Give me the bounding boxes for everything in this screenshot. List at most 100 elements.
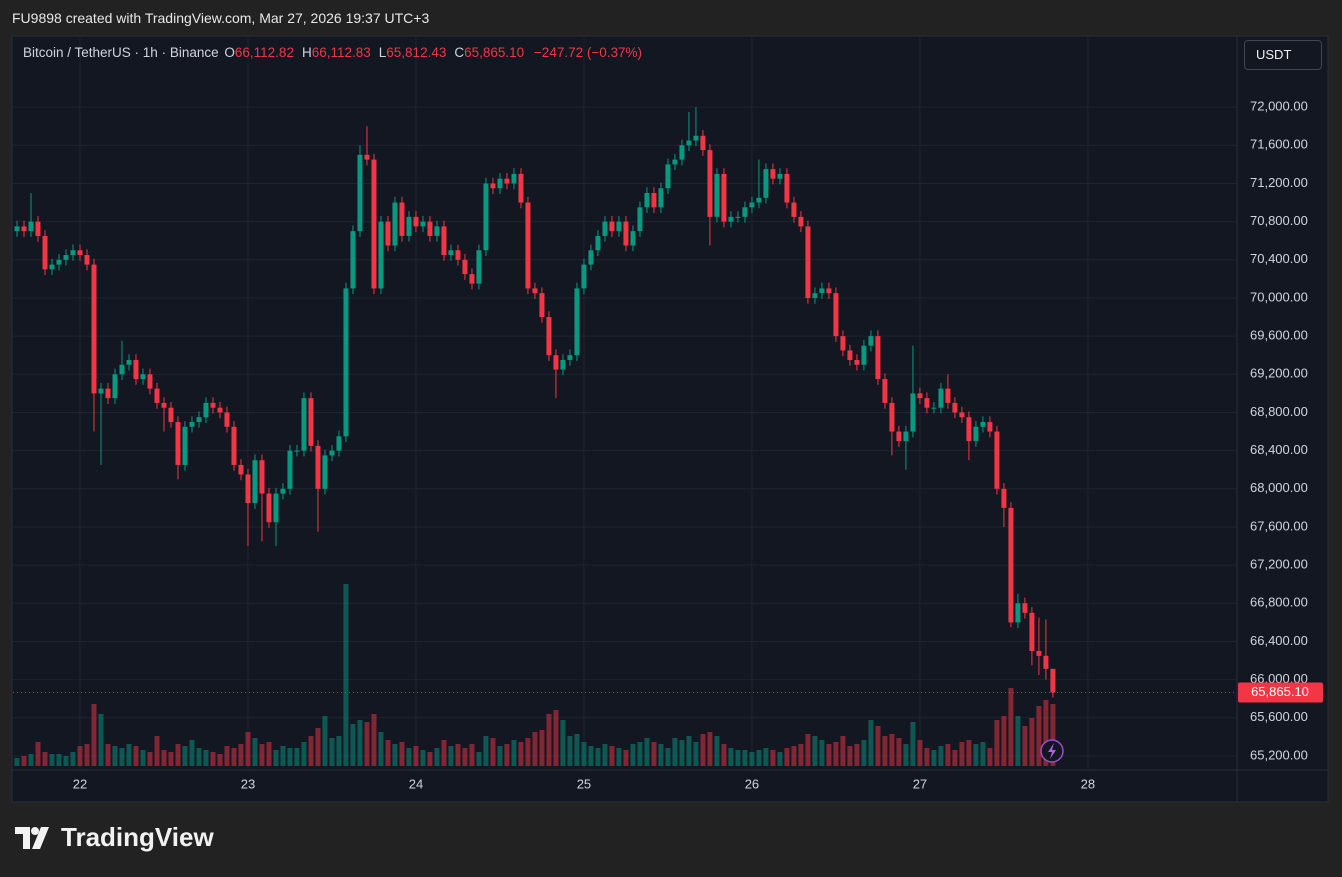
- volume-bar: [784, 748, 790, 766]
- volume-bar: [1036, 706, 1042, 766]
- candle-body: [805, 226, 811, 298]
- candle-body: [112, 374, 118, 399]
- candle-body: [301, 398, 307, 451]
- volume-bar: [672, 738, 678, 766]
- volume-bar: [161, 750, 167, 766]
- candle-body: [665, 164, 671, 189]
- volume-bar: [651, 742, 657, 766]
- candle-body: [56, 259, 62, 265]
- candle-body: [441, 226, 447, 256]
- volume-bar: [700, 734, 706, 766]
- ohlc-key: H: [301, 45, 312, 60]
- volume-bar: [56, 754, 62, 766]
- volume-bar: [770, 750, 776, 766]
- candle-body: [385, 221, 391, 246]
- volume-bar: [322, 716, 328, 766]
- volume-bar: [364, 722, 370, 766]
- volume-bar: [637, 742, 643, 766]
- x-tick-label: 22: [73, 776, 87, 791]
- candle-body: [161, 402, 167, 408]
- candle-body: [651, 193, 657, 208]
- x-tick-label: 23: [241, 776, 255, 791]
- ohlc-value: 65,865.10: [464, 45, 525, 60]
- volume-bar: [763, 748, 769, 766]
- volume-bar: [1043, 700, 1049, 766]
- y-tick-label: 66,000.00: [1250, 671, 1308, 686]
- candle-body: [238, 464, 244, 475]
- candle-body: [959, 412, 965, 418]
- volume-bar: [714, 736, 720, 766]
- y-tick-label: 70,800.00: [1250, 213, 1308, 228]
- candle-body: [770, 169, 776, 179]
- candle-body: [1015, 603, 1021, 623]
- ohlc-value: 65,812.43: [386, 45, 447, 60]
- currency-button[interactable]: USDT: [1244, 40, 1322, 70]
- volume-bar: [861, 740, 867, 766]
- candle-body: [14, 226, 20, 232]
- candle-body: [455, 250, 461, 260]
- x-tick-label: 25: [577, 776, 591, 791]
- candle-body: [245, 474, 251, 504]
- candle-body: [994, 431, 1000, 489]
- candle-body: [973, 426, 979, 442]
- volume-bar: [504, 744, 510, 766]
- volume-bar: [679, 740, 685, 766]
- candle-body: [672, 159, 678, 165]
- volume-bar: [448, 746, 454, 766]
- volume-bar: [924, 748, 930, 766]
- volume-bar: [203, 750, 209, 766]
- y-tick-label: 68,000.00: [1250, 480, 1308, 495]
- symbol-legend: Bitcoin / TetherUS · 1h · Binance O66,11…: [23, 45, 648, 60]
- volume-bar: [595, 748, 601, 766]
- candle-body: [252, 460, 258, 504]
- alert-icon[interactable]: [1040, 739, 1064, 763]
- volume-bar: [840, 736, 846, 766]
- ohlc-value: 66,112.83: [311, 45, 371, 60]
- candle-body: [861, 345, 867, 365]
- candle-body: [875, 336, 881, 380]
- candle-body: [637, 207, 643, 232]
- y-tick-label: 65,200.00: [1250, 747, 1308, 762]
- candle-body: [420, 221, 426, 227]
- candle-body: [826, 288, 832, 294]
- volume-bar: [392, 744, 398, 766]
- candle-body: [63, 255, 69, 260]
- candle-body: [175, 422, 181, 465]
- candle-body: [147, 374, 153, 389]
- candle-body: [623, 221, 629, 246]
- candle-body: [854, 359, 860, 365]
- candle-body: [553, 355, 559, 370]
- candle-body: [315, 445, 321, 489]
- volume-bar: [623, 750, 629, 766]
- logo-text: TradingView: [61, 822, 214, 852]
- candle-body: [462, 259, 468, 275]
- volume-bar: [742, 750, 748, 766]
- y-tick-label: 71,600.00: [1250, 137, 1308, 152]
- volume-bar: [889, 734, 895, 766]
- volume-bar: [476, 752, 482, 766]
- candle-body: [595, 235, 601, 251]
- candle-body: [105, 388, 111, 399]
- volume-bar: [721, 744, 727, 766]
- candle-body: [917, 393, 923, 399]
- volume-bar: [854, 744, 860, 766]
- symbol-title[interactable]: Bitcoin / TetherUS · 1h · Binance: [23, 45, 219, 60]
- volume-bar: [427, 752, 433, 766]
- volume-bar: [791, 746, 797, 766]
- candle-body: [700, 135, 706, 151]
- volume-bar: [539, 730, 545, 766]
- y-tick-label: 65,600.00: [1250, 709, 1308, 724]
- volume-bar: [567, 736, 573, 766]
- candle-body: [1001, 488, 1007, 508]
- candle-body: [189, 422, 195, 427]
- candle-body: [819, 288, 825, 294]
- candle-body: [133, 359, 139, 380]
- candle-body: [658, 188, 664, 208]
- candle-body: [476, 250, 482, 284]
- volume-bar: [406, 748, 412, 766]
- logo[interactable]: TradingView: [15, 822, 214, 853]
- candle-body: [966, 417, 972, 442]
- volume-bar: [63, 756, 69, 766]
- ohlc-key: L: [378, 45, 387, 60]
